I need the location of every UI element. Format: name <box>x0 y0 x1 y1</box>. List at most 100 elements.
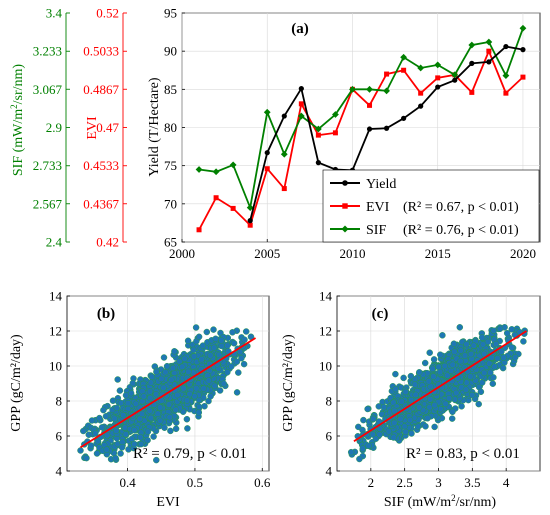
scatter-point <box>496 325 504 333</box>
point-yield <box>503 43 509 50</box>
scatter-point <box>207 393 214 400</box>
series-a <box>195 24 527 233</box>
scatter-point <box>449 408 456 416</box>
point-sif <box>212 168 220 176</box>
tick-label-x: 3 <box>435 475 442 490</box>
point-sif <box>297 112 305 120</box>
scatter-point <box>160 354 168 361</box>
scatter-point <box>228 363 235 370</box>
scatter-point <box>449 361 456 369</box>
tick-label-x: 2 <box>368 475 375 490</box>
scatter-point <box>233 358 241 365</box>
panel-a-line-chart: 2.4 2.567 2.733 2.9 3.067 3.233 3.4 0.42 0.4367… <box>9 6 541 261</box>
scatter-point <box>218 337 225 344</box>
scatter-point <box>158 375 165 383</box>
evi-axis-tick-label: 0.4867 <box>83 82 119 97</box>
scatter-point <box>80 427 87 435</box>
point-sif <box>383 87 390 95</box>
yield-axis-label: Yield (T/Hectare) <box>147 77 162 176</box>
tick-label-y: 8 <box>56 394 63 409</box>
scatter-point <box>198 356 205 363</box>
tick-label-y: 80 <box>164 120 177 135</box>
sif-axis-tick-label: 2.733 <box>33 158 62 173</box>
scatter-point <box>112 454 119 462</box>
scatter-point <box>477 388 485 396</box>
point-evi <box>367 102 373 108</box>
sif-axis: 2.4 2.567 2.733 2.9 3.067 3.233 3.4 <box>33 6 70 250</box>
scatter-point <box>356 455 363 463</box>
scatter-point <box>171 348 178 355</box>
scatter-point <box>376 431 383 438</box>
scatter-point <box>392 370 399 378</box>
scatter-point <box>400 374 407 382</box>
tick-label-y: 85 <box>164 82 177 97</box>
point-evi <box>281 186 287 192</box>
point-evi <box>401 67 407 73</box>
scatter-point <box>430 356 438 363</box>
scatter-point <box>467 350 475 358</box>
scatter-point <box>131 440 138 448</box>
tick-label-x: 0.5 <box>187 475 203 490</box>
scatter-point <box>192 324 200 331</box>
scatter-point <box>144 428 152 435</box>
scatter-point <box>402 428 409 436</box>
scatter-point <box>118 444 126 451</box>
panel-label-a: (a) <box>291 21 309 37</box>
scatter-point <box>186 390 193 398</box>
legend-item-evi: EVI (R² = 0.67, p < 0.01) <box>330 200 519 215</box>
scatter-point <box>137 440 145 448</box>
scatter-point <box>236 348 244 356</box>
tick-label-y: 8 <box>326 394 333 409</box>
series-line-evi <box>198 48 524 231</box>
scatter-point <box>117 399 125 407</box>
scatter-point <box>424 414 431 422</box>
scatter-point <box>441 362 449 370</box>
scatter-point <box>161 424 168 431</box>
scatter-point <box>490 374 497 381</box>
scatter-point <box>494 355 501 362</box>
scatter-point <box>431 423 438 431</box>
point-yield <box>281 113 287 119</box>
scatter-point <box>487 369 494 376</box>
scatter-point <box>467 373 474 380</box>
scatter-point <box>457 357 464 365</box>
ticks-b: 0.4 0.5 0.6 4 6 8 10 12 14 <box>49 289 271 491</box>
scatter-point <box>360 416 367 424</box>
scatter-point <box>102 413 110 420</box>
tick-label-x: 2005 <box>254 246 280 261</box>
scatter-point <box>364 405 371 413</box>
evi-axis: 0.42 0.4367 0.4533 0.47 0.4867 0.5033 0.52 <box>83 6 127 250</box>
sif-axis-tick-label: 2.567 <box>33 196 63 211</box>
scatter-point <box>499 364 507 372</box>
scatter-point <box>199 342 207 349</box>
y-axis-label-b: GPP (gC/m²/day) <box>9 334 24 432</box>
point-sif <box>349 85 356 93</box>
scatter-point <box>181 355 188 363</box>
scatter-point <box>492 340 500 348</box>
scatter-point <box>153 368 160 376</box>
sif-axis-tick-label: 2.4 <box>46 235 63 250</box>
evi-axis-label: EVI <box>85 116 100 140</box>
scatter-point <box>180 385 187 392</box>
scatter-point <box>392 385 399 393</box>
y-axis-label-c: GPP (gC/m²/day) <box>281 334 296 432</box>
scatter-point <box>190 353 198 360</box>
scatter-point <box>402 388 409 396</box>
scatter-point <box>168 376 175 384</box>
scatter-point <box>152 391 160 398</box>
tick-label-y: 4 <box>56 464 63 479</box>
scatter-point <box>91 430 99 437</box>
scatter-point <box>172 406 179 414</box>
evi-axis-tick-label: 0.52 <box>96 6 119 21</box>
scatter-point <box>425 378 433 385</box>
scatter-point <box>233 389 241 396</box>
scatter-point <box>140 393 148 400</box>
scatter-point <box>129 379 137 387</box>
point-yield <box>520 47 526 53</box>
scatter-point <box>391 407 398 415</box>
scatter-point <box>87 442 95 449</box>
scatter-point <box>508 344 516 351</box>
point-sif <box>485 38 493 46</box>
tick-label-y: 75 <box>164 158 177 173</box>
